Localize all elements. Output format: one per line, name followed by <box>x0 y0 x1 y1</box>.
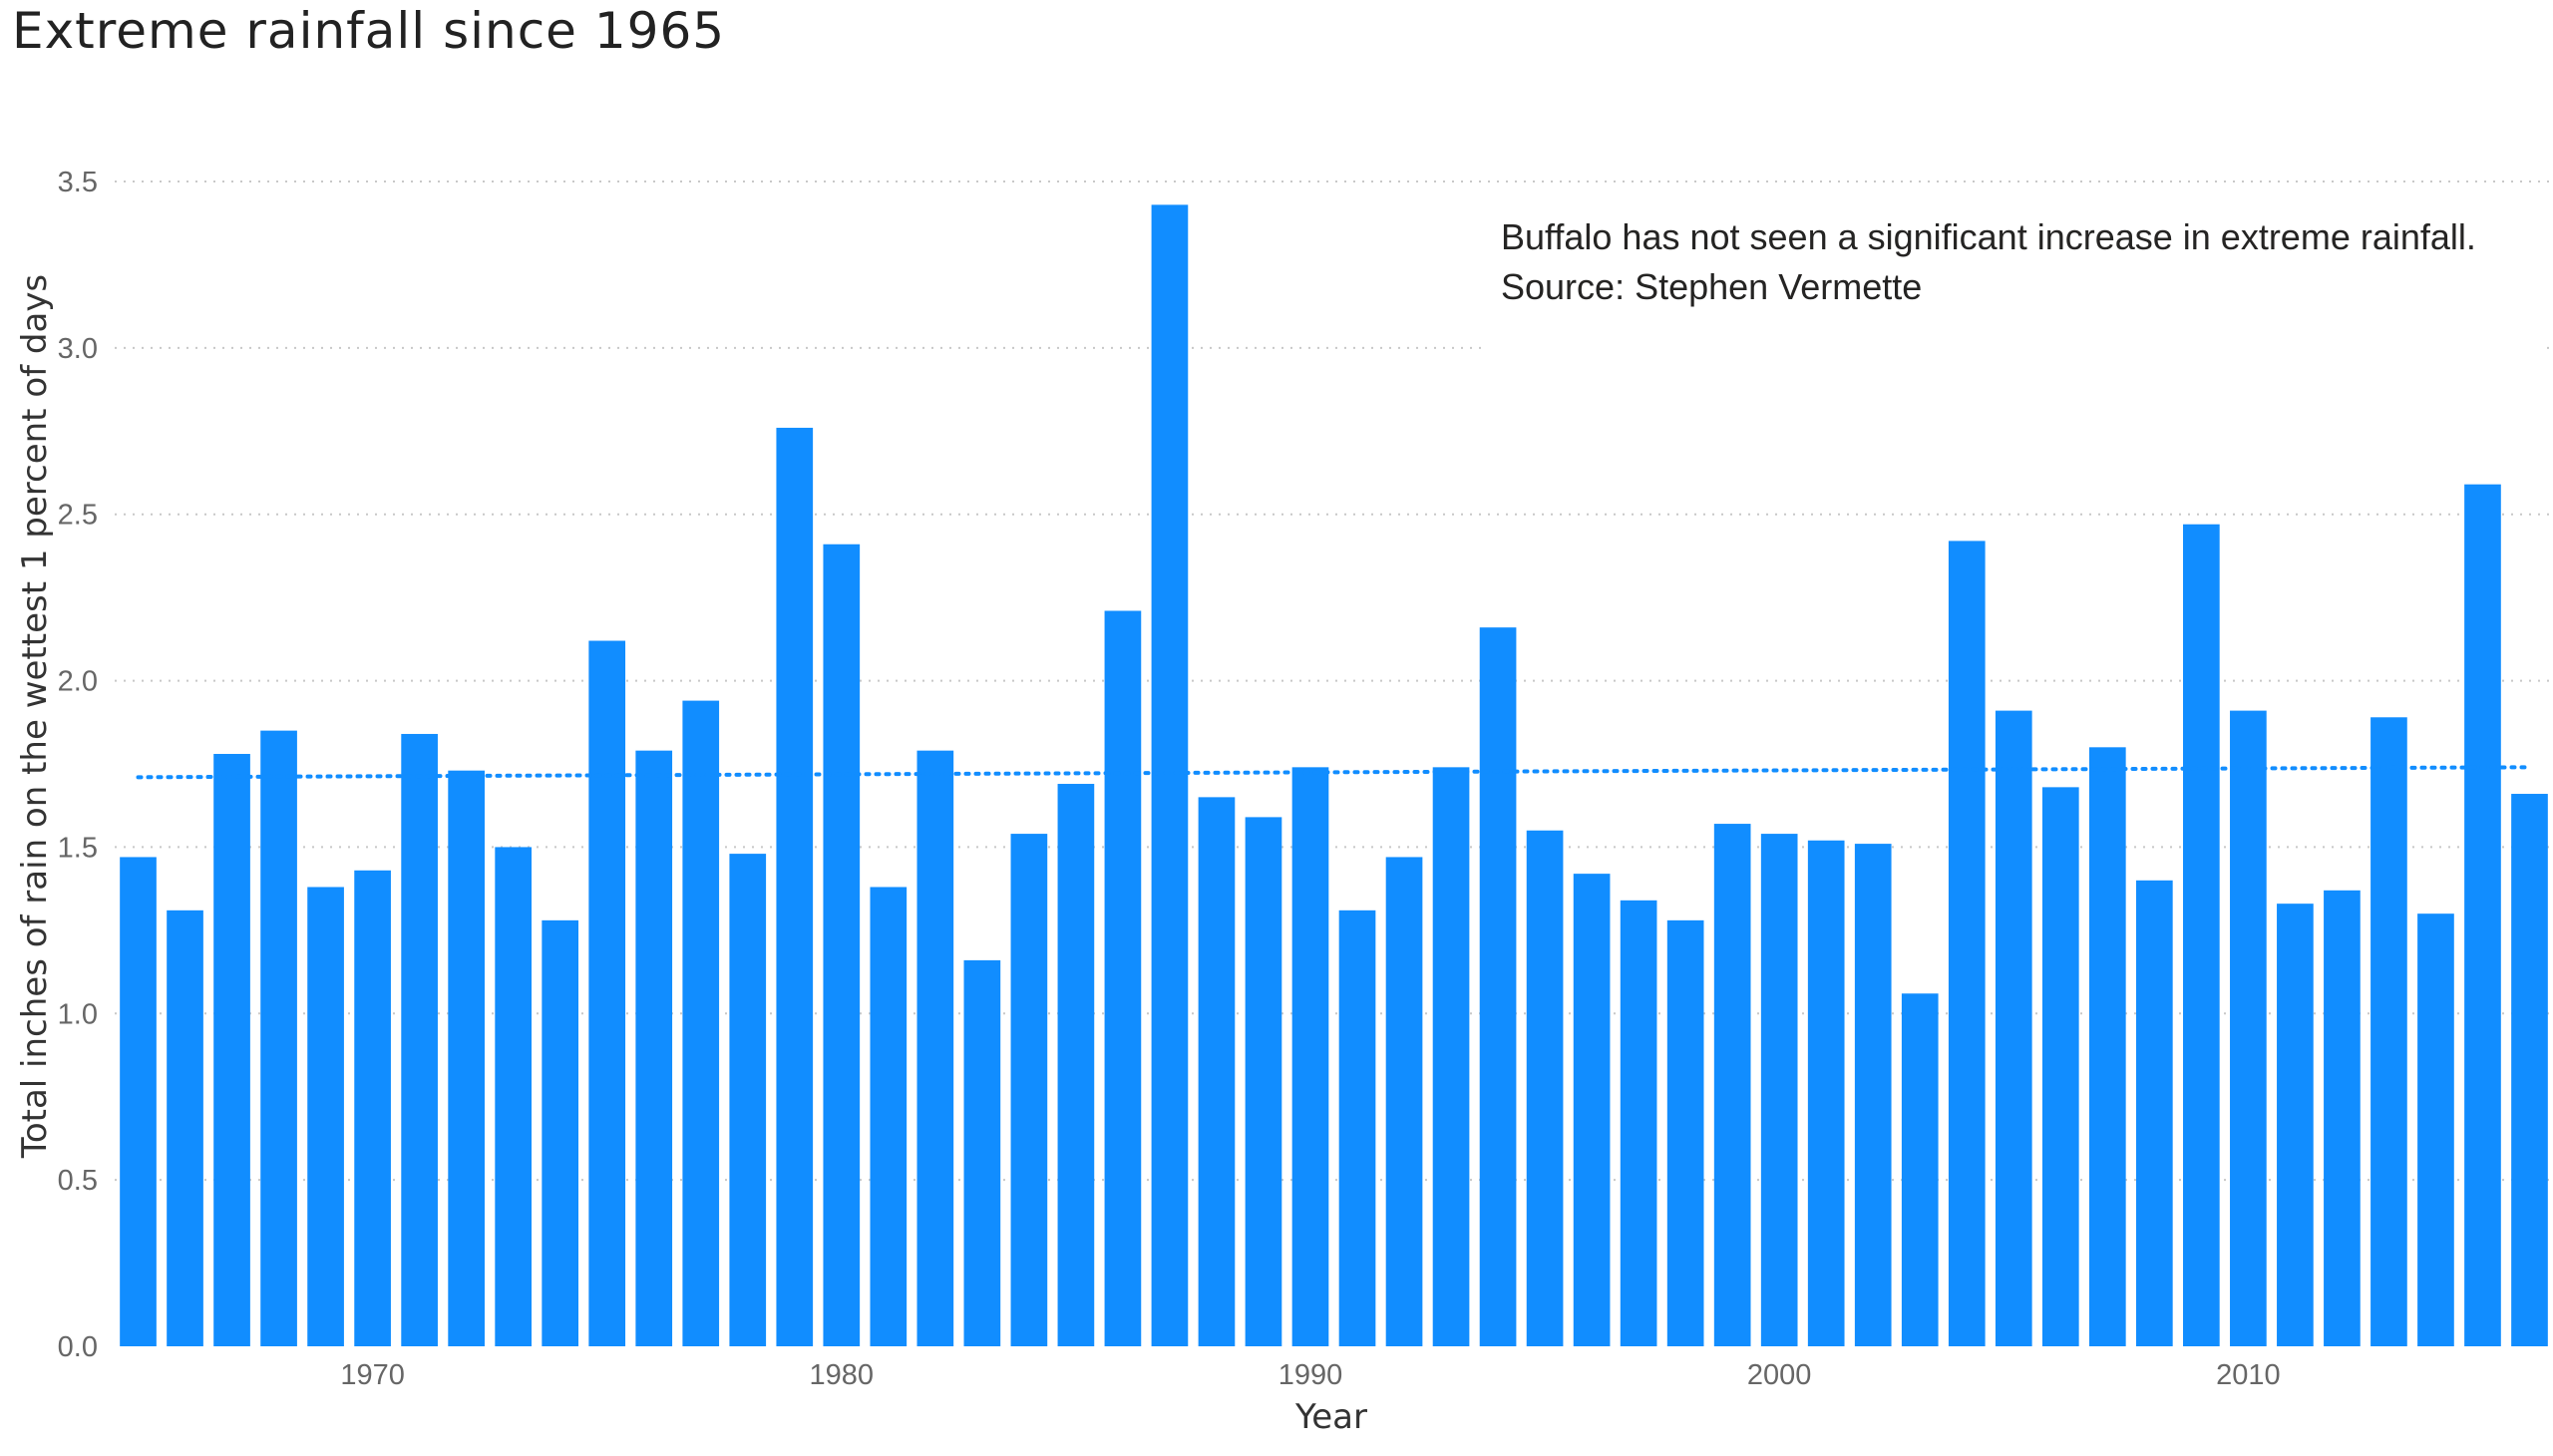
x-tick-label: 1980 <box>810 1359 875 1391</box>
bar <box>1291 767 1329 1346</box>
chart-title: Extreme rainfall since 1965 <box>12 2 726 60</box>
y-tick-label: 2.0 <box>58 666 98 698</box>
x-tick-label: 2010 <box>2216 1359 2281 1391</box>
bar <box>1573 874 1611 1346</box>
y-tick-label: 3.5 <box>58 167 98 198</box>
bar <box>401 733 438 1346</box>
y-axis-title: Total inches of rain on the wettest 1 pe… <box>15 274 55 1159</box>
bar <box>2230 710 2267 1346</box>
bar <box>776 427 814 1346</box>
bar <box>1526 830 1564 1346</box>
bar <box>1854 844 1892 1346</box>
x-tick-label: 1990 <box>1278 1359 1343 1391</box>
bar <box>213 753 250 1346</box>
y-tick-label: 2.5 <box>58 500 98 532</box>
bar <box>542 919 579 1346</box>
bar <box>823 544 861 1346</box>
bar <box>1432 767 1470 1346</box>
bar <box>682 700 720 1346</box>
bar <box>1057 784 1095 1346</box>
bar <box>120 857 157 1346</box>
bar <box>916 750 954 1346</box>
bar <box>729 854 767 1346</box>
bar <box>1995 710 2032 1346</box>
bar <box>2511 794 2548 1346</box>
bar <box>963 959 1001 1346</box>
bar <box>1760 834 1798 1346</box>
bar <box>2371 717 2407 1346</box>
y-tick-label: 3.0 <box>58 333 98 365</box>
bar <box>635 750 673 1346</box>
bar <box>1245 817 1282 1346</box>
bar <box>354 870 391 1346</box>
bar <box>495 847 533 1346</box>
bar <box>2088 747 2126 1346</box>
bar <box>1479 627 1517 1346</box>
bar <box>1104 610 1142 1346</box>
x-axis-title: Year <box>1294 1397 1367 1437</box>
y-axis-ticks: 0.0 0.5 1.0 1.5 2.0 2.5 3.0 3.5 <box>58 167 98 1363</box>
bar <box>1713 824 1751 1346</box>
y-tick-label: 1.5 <box>58 832 98 864</box>
bar <box>1010 834 1048 1346</box>
bar <box>588 640 626 1346</box>
trend-line <box>136 765 2532 780</box>
x-axis-ticks: 1970 1980 1990 2000 2010 <box>340 1359 2280 1391</box>
bar <box>260 730 297 1346</box>
bar <box>307 887 344 1346</box>
bar <box>1151 204 1189 1347</box>
bar <box>1338 910 1376 1346</box>
bars <box>120 204 2548 1347</box>
annotation-background <box>1486 195 2543 355</box>
bar <box>2417 913 2454 1346</box>
bar <box>1620 900 1657 1346</box>
bar <box>1901 993 1939 1346</box>
bar <box>2041 787 2079 1346</box>
y-tick-label: 0.0 <box>58 1331 98 1363</box>
bar <box>448 770 485 1346</box>
bar <box>1666 919 1704 1346</box>
x-tick-label: 2000 <box>1747 1359 1812 1391</box>
bar <box>167 910 203 1346</box>
bar <box>2183 524 2220 1346</box>
bar <box>1807 840 1845 1346</box>
bar <box>1948 541 1986 1346</box>
x-tick-label: 1970 <box>340 1359 405 1391</box>
bar <box>2135 880 2173 1346</box>
bar <box>1385 857 1423 1346</box>
annotation-text: Buffalo has not seen a significant incre… <box>1501 216 2476 257</box>
bar <box>2277 904 2314 1346</box>
bar <box>1198 797 1236 1346</box>
bar <box>870 887 908 1346</box>
annotation-source: Source: Stephen Vermette <box>1501 266 1922 307</box>
bar <box>2324 890 2361 1346</box>
y-tick-label: 0.5 <box>58 1165 98 1197</box>
y-tick-label: 1.0 <box>58 998 98 1030</box>
bar <box>2464 484 2501 1346</box>
